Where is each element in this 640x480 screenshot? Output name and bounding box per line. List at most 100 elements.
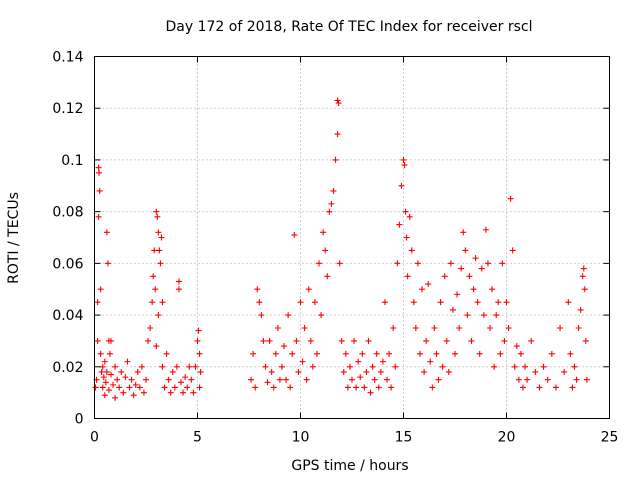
y-tick-labels: 0 0.02 0.04 0.06 0.08 0.1 0.12 0.14 <box>52 50 83 428</box>
data-point <box>355 358 362 365</box>
data-point <box>112 363 119 370</box>
data-point <box>112 394 119 401</box>
data-point <box>175 278 182 285</box>
data-point <box>326 208 333 215</box>
data-point <box>134 368 141 375</box>
data-point <box>138 363 145 370</box>
data-point <box>92 384 99 391</box>
data-point <box>110 381 117 388</box>
data-point <box>431 325 438 331</box>
x-tick-label: 15 <box>395 430 413 446</box>
data-point <box>577 306 584 313</box>
data-point <box>474 299 481 306</box>
data-point <box>297 299 304 306</box>
data-point <box>509 247 516 254</box>
data-point <box>252 384 259 391</box>
data-point <box>412 325 419 331</box>
data-point <box>400 156 407 163</box>
data-point <box>425 281 432 288</box>
data-point <box>276 376 283 383</box>
y-tick-label: 0.02 <box>52 360 83 376</box>
data-point <box>295 368 302 375</box>
data-point <box>544 376 551 383</box>
data-point <box>99 384 106 391</box>
data-point <box>401 162 408 169</box>
data-point <box>153 343 160 350</box>
data-point <box>94 337 101 344</box>
data-point <box>260 337 267 344</box>
data-point <box>575 325 582 331</box>
data-point <box>194 337 201 344</box>
data-point <box>423 337 430 344</box>
data-point <box>291 231 298 238</box>
data-point <box>536 384 543 391</box>
data-point <box>324 273 331 280</box>
data-point <box>406 213 413 220</box>
data-point <box>495 299 502 306</box>
data-point <box>567 350 574 357</box>
data-point <box>196 350 203 357</box>
data-point <box>482 226 489 233</box>
data-point <box>447 260 454 267</box>
data-point <box>147 325 154 331</box>
data-point <box>126 384 133 391</box>
data-point <box>107 371 114 378</box>
data-point <box>351 337 358 344</box>
data-point <box>258 312 265 319</box>
data-point <box>403 234 410 241</box>
data-point <box>95 213 102 220</box>
data-point <box>124 358 131 365</box>
data-point <box>266 337 273 344</box>
data-point <box>499 260 506 267</box>
data-point <box>320 229 327 236</box>
data-point <box>384 376 391 383</box>
data-point <box>493 312 500 319</box>
data-point <box>171 384 178 391</box>
data-point <box>334 97 341 104</box>
data-point <box>367 389 374 396</box>
data-point <box>519 384 526 391</box>
data-point <box>449 306 456 313</box>
data-point <box>511 363 518 370</box>
data-point <box>250 350 257 357</box>
data-point <box>561 368 568 375</box>
data-point <box>340 368 347 375</box>
data-point <box>99 363 106 370</box>
data-point <box>454 291 461 298</box>
data-point <box>156 247 163 254</box>
data-point <box>386 350 393 357</box>
data-point <box>167 389 174 396</box>
data-point <box>468 337 475 344</box>
data-point <box>565 299 572 306</box>
data-point <box>528 337 535 344</box>
data-point <box>365 337 372 344</box>
data-point <box>375 384 382 391</box>
data-point <box>158 234 165 241</box>
data-point <box>293 337 300 344</box>
data-point <box>478 265 485 272</box>
data-point <box>363 368 370 375</box>
data-point <box>505 325 512 331</box>
data-point <box>522 363 529 370</box>
data-point <box>313 350 320 357</box>
data-point <box>145 337 152 344</box>
data-point <box>507 195 514 202</box>
data-point <box>197 368 204 375</box>
data-point <box>472 255 479 262</box>
data-point <box>579 273 586 280</box>
data-point <box>262 363 269 370</box>
data-point <box>157 260 164 267</box>
data-point <box>390 325 397 331</box>
data-point <box>398 182 405 189</box>
data-point <box>392 363 399 370</box>
data-point <box>353 384 360 391</box>
data-point <box>540 363 547 370</box>
data-point <box>159 363 166 370</box>
y-tick-label: 0.1 <box>61 153 83 169</box>
data-point <box>318 312 325 319</box>
data-point <box>388 384 395 391</box>
data-point <box>116 384 123 391</box>
data-point <box>155 312 162 319</box>
data-point <box>143 376 149 383</box>
data-point <box>491 363 498 370</box>
